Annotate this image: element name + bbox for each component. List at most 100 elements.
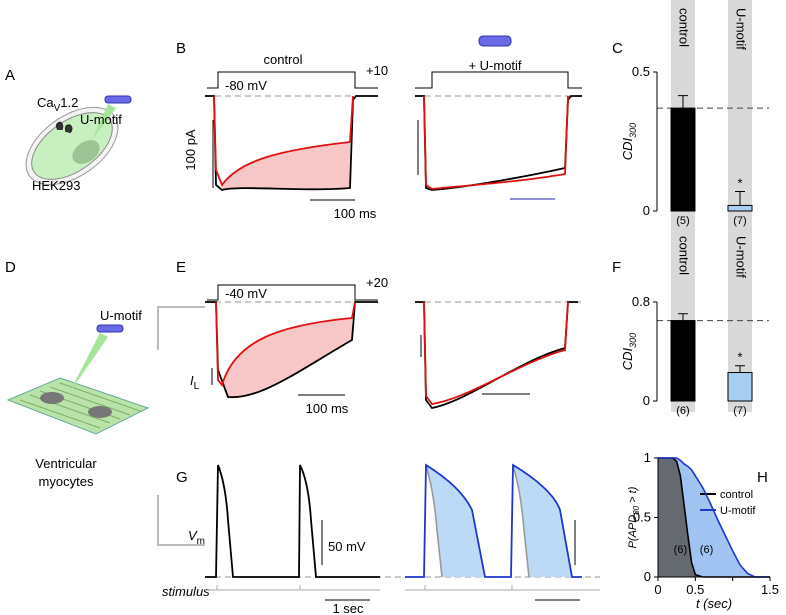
scale-label: 1 sec [332,601,364,615]
peptide [104,95,132,104]
y-tick-label: 0 [643,393,650,408]
trace [423,95,569,190]
series-line [658,457,770,578]
panel-letter: D [5,259,16,276]
holding-label: -40 mV [225,286,267,301]
cell-label: HEK293 [32,178,80,193]
y-tick-label: 0.8 [632,294,650,309]
n-label: (5) [676,215,689,227]
legend-label: control [720,489,753,501]
y-label-sub: 300 [628,333,638,348]
pipette [68,333,108,395]
step-label: +10 [366,63,388,78]
stimulus-line [205,585,600,591]
trace [205,95,378,191]
current-label: IL [190,373,200,392]
striations [19,382,141,429]
n-label: (6) [700,544,713,556]
y-tick-label: 0 [644,569,651,584]
panel-b: control -80 mV +10 100 pA 100 ms + U-mot… [183,35,582,221]
trace [213,95,354,187]
series-area [658,458,770,577]
trace [425,464,530,578]
scale-label: 100 pA [183,129,198,171]
bar [670,107,696,212]
shaded-area [222,142,350,190]
significance: * [737,350,742,365]
y-tick-label: 0.5 [632,64,650,79]
x-tick-label: 1.5 [761,582,779,597]
x-axis-label: t (sec) [696,596,732,611]
n-label: (7) [733,215,746,227]
significance: * [737,176,742,191]
y-label-pre: P(APD [627,515,639,549]
voltage-label: Vm [188,528,205,547]
panel-letters: A B C D E F G H [5,40,768,486]
protocol [207,284,378,301]
trace [415,301,578,409]
shaded-area [222,318,352,398]
panel-letter: G [176,469,188,486]
protocol [207,71,378,89]
bar [727,372,753,402]
panel-d: U-motif Ventricular myocytes [6,306,205,546]
trace [205,464,380,578]
cell-label: myocytes [39,474,94,489]
trace [405,463,582,578]
panel-letter: B [176,40,186,57]
panel-letter: C [612,40,623,57]
y-label-post: > t) [627,486,639,506]
error-bar [678,313,688,321]
category-label: U-motif [734,236,749,278]
y-axis-label: CDI300 [620,333,638,370]
error-bar [735,365,745,373]
n-label: (6) [676,405,689,417]
trace [215,301,356,387]
cell-label: Ventricular [35,456,97,471]
y-tick-label: 0 [643,203,650,218]
panel-letter: A [5,67,15,84]
n-label: (7) [733,405,746,417]
nucleus [40,392,64,404]
y-label-base: CDI [620,347,635,370]
legend-label: U-motif [720,505,756,517]
x-tick-label: 0.5 [686,582,704,597]
bracket [157,306,205,546]
panel-letter: F [612,259,621,276]
category-label: control [677,8,692,47]
y-label-base: CDI [620,137,635,160]
y-axis-label: P(APD80 > t) [627,486,641,548]
scale-label: 100 ms [334,206,377,221]
channel-icon [55,121,73,134]
protocol [415,71,582,89]
peptide [96,324,124,333]
peptide [478,35,512,47]
nucleus [72,140,100,164]
bar [727,204,753,212]
channel-label: CaV1.2 [37,95,78,114]
panel-letter: H [757,469,768,486]
y-tick-label: 0.5 [633,510,651,525]
step-label: +20 [366,275,388,290]
category-label: control [677,236,692,275]
category-label: U-motif [734,8,749,50]
bar [670,320,696,402]
treatment-label: + U-motif [468,58,521,73]
peptide-label: U-motif [100,308,142,323]
nucleus [88,406,112,418]
panel-a: CaV1.2 U-motif HEK293 [25,95,132,193]
x-tick-label: 0 [654,582,661,597]
pipette [92,104,116,140]
y-axis-label: CDI300 [620,123,638,160]
error-bar [678,95,688,109]
stimulus-label: stimulus [162,584,210,599]
scale-label: 50 mV [328,539,366,554]
trace [205,301,378,398]
scale-label: 100 ms [306,401,349,416]
panel-e: -40 mV +20 IL 100 ms [190,275,582,416]
condition-label: control [263,52,302,67]
y-tick-label: 1 [644,450,651,465]
shaded-area [426,465,572,577]
